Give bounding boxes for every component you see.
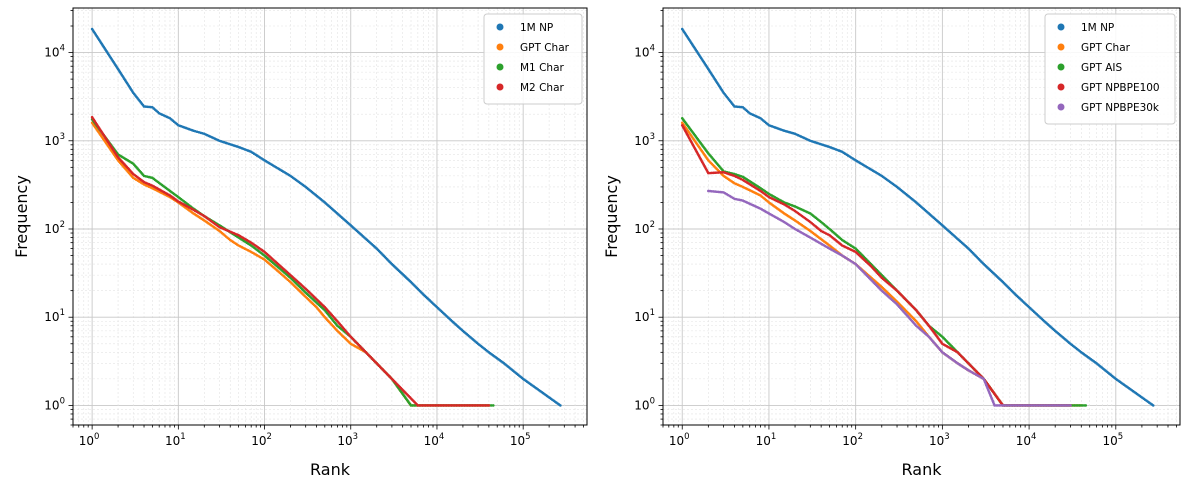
legend-frame <box>1044 13 1176 125</box>
x-axis-label: Rank <box>902 460 943 479</box>
series-group <box>680 27 1155 407</box>
y-tick-label: 102 <box>634 220 655 236</box>
legend-marker <box>496 23 504 31</box>
data-point <box>1069 404 1072 407</box>
legend-label: GPT NPBPE30k <box>1081 102 1160 114</box>
y-tick-label: 101 <box>634 308 655 324</box>
x-tick-label: 103 <box>929 432 950 448</box>
legend-marker <box>1057 103 1065 111</box>
axes-frame <box>72 7 588 426</box>
series-group <box>90 27 562 407</box>
axes-frame <box>662 7 1181 426</box>
data-point <box>491 404 495 407</box>
legend-item: GPT Char <box>496 42 570 54</box>
legend-item: GPT AIS <box>1057 62 1122 74</box>
legend-marker <box>1057 63 1065 71</box>
x-tick-label: 104 <box>1016 432 1037 448</box>
legend-marker <box>1057 43 1065 51</box>
x-tick-label: 101 <box>756 432 777 448</box>
legend-item: GPT NPBPE30k <box>1057 102 1160 114</box>
legend-frame <box>483 13 583 105</box>
legend-label: M2 Char <box>520 82 564 94</box>
legend-marker <box>496 43 504 51</box>
y-axis-label: Frequency <box>602 175 621 258</box>
legend-marker <box>496 83 504 91</box>
y-axis: 100 101 102 103 104 <box>44 10 73 426</box>
x-tick-label: 104 <box>424 432 445 448</box>
y-tick-label: 101 <box>44 308 65 324</box>
chart-panel-1: 100 101 102 103 104 105 100 101 102 103 104 Rank Fre… <box>12 7 588 479</box>
x-tick-label: 102 <box>842 432 863 448</box>
series-gpt-npbpe30k <box>707 189 1072 407</box>
legend-label: GPT NPBPE100 <box>1081 82 1160 94</box>
y-tick-label: 104 <box>44 44 65 60</box>
x-tick-label: 105 <box>510 432 531 448</box>
x-tick-label: 103 <box>337 432 358 448</box>
data-point <box>559 404 562 407</box>
x-tick-label: 105 <box>1102 432 1123 448</box>
legend-item: GPT Char <box>1057 42 1131 54</box>
chart-panel-2: 100 101 102 103 104 105 100 101 102 103 104 Rank Fre… <box>602 7 1181 479</box>
y-tick-label: 103 <box>44 132 65 148</box>
x-axis: 100 101 102 103 104 105 <box>72 425 584 448</box>
series-m2-char <box>90 115 491 407</box>
legend-item: 1M NP <box>1057 22 1114 34</box>
legend-marker <box>1057 23 1065 31</box>
y-axis: 100 101 102 103 104 <box>634 10 663 426</box>
x-tick-label: 101 <box>165 432 186 448</box>
y-axis-label: Frequency <box>12 175 31 258</box>
y-tick-label: 104 <box>634 44 655 60</box>
legend-item: M2 Char <box>496 82 564 94</box>
legend-item: GPT NPBPE100 <box>1057 82 1160 94</box>
x-tick-label: 100 <box>79 432 100 448</box>
legend: 1M NP GPT Char M1 Char M2 Char <box>483 13 583 105</box>
y-tick-label: 100 <box>44 396 65 412</box>
grid <box>72 8 587 426</box>
legend-marker <box>496 63 504 71</box>
series-gpt-npbpe100 <box>680 123 1072 407</box>
legend: 1M NP GPT Char GPT AIS GPT NPBPE100 GPT NPBP… <box>1044 13 1176 125</box>
y-tick-label: 103 <box>634 132 655 148</box>
legend-label: 1M NP <box>520 22 553 34</box>
data-point <box>1151 404 1155 407</box>
data-point <box>487 404 491 407</box>
legend-item: 1M NP <box>496 22 553 34</box>
series-1m-np <box>90 27 562 407</box>
x-tick-label: 102 <box>251 432 272 448</box>
y-tick-label: 100 <box>634 396 655 412</box>
legend-label: GPT AIS <box>1081 62 1122 74</box>
legend-marker <box>1057 83 1065 91</box>
series-1m-np <box>680 27 1155 407</box>
legend-label: GPT Char <box>1081 42 1131 54</box>
legend-label: M1 Char <box>520 62 564 74</box>
data-point <box>1084 404 1088 407</box>
legend-label: GPT Char <box>520 42 570 54</box>
x-axis-label: Rank <box>310 460 351 479</box>
y-tick-label: 102 <box>44 220 65 236</box>
legend-label: 1M NP <box>1081 22 1114 34</box>
grid <box>662 8 1180 426</box>
x-tick-label: 100 <box>669 432 690 448</box>
x-axis: 100 101 102 103 104 105 <box>662 425 1177 448</box>
legend-item: M1 Char <box>496 62 564 74</box>
